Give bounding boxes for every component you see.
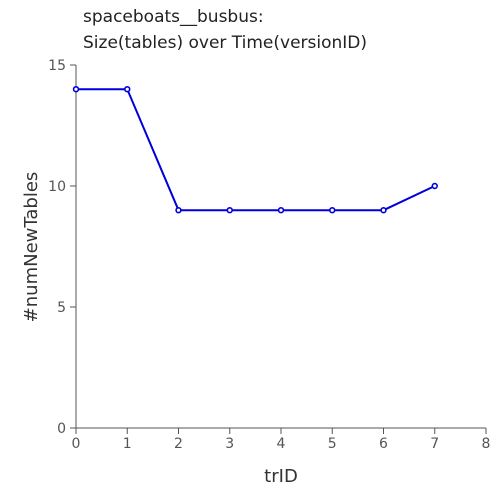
y-tick-label: 5 [57,300,66,316]
x-tick-label: 1 [123,436,132,452]
data-point [329,207,336,214]
data-point [277,207,285,214]
x-axis-title: trID [264,466,298,487]
data-point [175,207,182,214]
ticks: 0 1 2 3 4 5 6 7 8 0 5 10 15 [48,58,490,452]
x-tick-label: 5 [328,436,337,452]
y-tick-label: 15 [48,58,66,74]
data-point [380,207,387,214]
y-tick-label: 0 [57,421,66,437]
data-point [72,85,80,93]
x-tick-label: 0 [72,436,81,452]
chart-title-line-1: spaceboats__busbus: [83,7,264,27]
y-axis-title: #numNewTables [21,172,42,323]
chart-title-line-2: Size(tables) over Time(versionID) [83,33,368,53]
series-layer [72,85,438,214]
x-tick-label: 6 [379,436,388,452]
data-point [226,207,233,214]
axes [75,65,486,429]
x-tick-label: 2 [174,436,183,452]
y-tick-label: 10 [48,179,66,195]
x-tick-label: 3 [225,436,234,452]
x-tick-label: 4 [277,436,286,452]
x-tick-label: 8 [482,436,491,452]
x-tick-label: 7 [430,436,439,452]
data-point [124,85,131,93]
data-point [431,182,438,190]
series-line [76,88,436,212]
